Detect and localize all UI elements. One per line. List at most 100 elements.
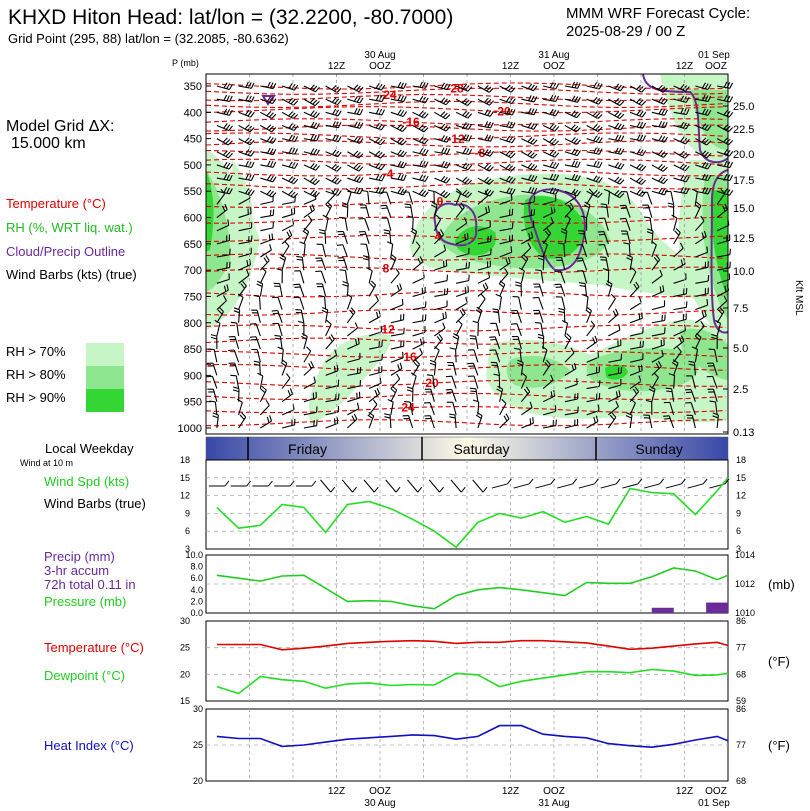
wind-barb-staff	[477, 177, 490, 185]
wind-barb-staff	[673, 318, 687, 324]
wind-barb-flag	[326, 201, 332, 207]
wind-barb-flag	[619, 217, 626, 220]
wind-barb-flag	[511, 188, 516, 195]
wind-barb-flag	[723, 81, 728, 88]
wind-barb-flag	[260, 388, 266, 394]
wind-barb-flag	[537, 257, 544, 261]
wind-barb-flag	[639, 134, 644, 141]
wind-barb-flag	[574, 161, 578, 168]
wind-barb-staff	[543, 98, 556, 102]
wind-barb-flag	[335, 121, 339, 128]
wind-barb-flag	[663, 189, 668, 196]
wind-barb-staff	[581, 257, 588, 271]
wind-barb-flag	[657, 84, 663, 90]
wind-barb-flag	[316, 149, 320, 156]
wind-barb-staff	[299, 270, 305, 284]
wind-barb-staff	[630, 358, 643, 363]
wind-barb-flag	[397, 94, 402, 101]
wind-barb-staff	[712, 389, 718, 402]
wind-barb-flag	[703, 309, 707, 316]
wind-barb-flag	[410, 230, 417, 235]
wind-barb-staff	[347, 358, 361, 363]
wind-barb-flag	[337, 393, 340, 400]
wind-barb-staff	[216, 164, 230, 170]
wind-barb-staff	[303, 98, 316, 107]
wind-barb-flag	[552, 188, 557, 194]
wind-barb-flag	[577, 175, 581, 182]
wind-barb-staff	[499, 124, 513, 129]
wind-barb-flag	[467, 86, 473, 92]
wind-barb-flag	[530, 231, 534, 238]
wind-barb-flag	[685, 388, 692, 391]
wind-barb-staff	[455, 192, 462, 205]
wind-barb-flag	[632, 388, 638, 395]
wind-barb-flag	[358, 217, 365, 220]
surface-wind-barb-flag	[659, 478, 664, 485]
wind-barb-staff	[542, 349, 548, 363]
wind-barb-staff	[608, 395, 621, 403]
wind-barb-flag	[272, 98, 277, 104]
wind-barb-flag	[361, 189, 368, 193]
wind-barb-flag	[313, 122, 318, 129]
wind-barb-staff	[429, 402, 435, 416]
wind-barb-staff	[238, 197, 251, 205]
wind-barb-flag	[641, 191, 648, 194]
wind-barb-staff	[605, 257, 609, 271]
wind-barb-flag	[626, 257, 633, 261]
wind-barb-flag	[446, 391, 453, 394]
wind-barb-flag	[217, 309, 223, 315]
wind-barb-flag	[484, 190, 489, 197]
wind-barb-flag	[250, 111, 255, 118]
wind-barb-flag	[241, 412, 247, 418]
wind-barb-staff	[298, 284, 305, 297]
wind-barb-staff	[281, 85, 295, 91]
wind-barb-flag	[616, 191, 622, 197]
wind-barb-staff	[673, 177, 687, 183]
wind-barb-staff	[629, 317, 643, 324]
wind-barb-flag	[372, 399, 378, 405]
wind-barb-flag	[574, 96, 579, 102]
wind-barb-flag	[378, 123, 383, 130]
rh-key-label: RH > 90%	[6, 390, 66, 405]
wind-barb-staff	[368, 124, 382, 131]
wind-barb-flag	[443, 288, 446, 295]
wind-barb-flag	[468, 365, 475, 367]
wind-ytick-right: 3	[736, 544, 741, 554]
wind-barb-staff	[629, 151, 643, 157]
wind-barb-flag	[223, 285, 227, 292]
wind-barb-staff	[543, 425, 557, 429]
wind-barb-staff	[651, 305, 665, 311]
wind-barb-staff	[277, 323, 283, 337]
wind-barb-staff	[542, 410, 556, 416]
wind-barb-flag	[248, 236, 250, 243]
wind-barb-flag	[510, 323, 518, 325]
wind-barb-flag	[609, 414, 615, 421]
wind-barb-flag	[293, 125, 299, 131]
wind-barb-flag	[359, 138, 364, 144]
wind-barb-flag	[533, 187, 538, 194]
wind-barb-flag	[592, 96, 598, 103]
rh-key-swatch	[86, 343, 124, 366]
wind-barb-flag	[685, 176, 690, 183]
wind-barb-flag	[484, 134, 489, 141]
wind-barb-staff	[279, 336, 283, 350]
wind-barb-staff	[303, 209, 315, 218]
wind-barb-flag	[596, 148, 600, 154]
wind-barb-staff	[499, 403, 507, 416]
grid-point-subtitle: Grid Point (295, 88) lat/lon = (32.2085,…	[8, 31, 289, 46]
wind-barb-flag	[359, 122, 364, 129]
wind-barb-flag	[550, 391, 553, 398]
wind-ytick-left: 15	[180, 473, 190, 483]
wind-barb-staff	[434, 265, 447, 271]
wind-barb-staff	[430, 389, 435, 402]
wind-barb-flag	[660, 97, 666, 104]
wind-barb-flag	[555, 110, 560, 117]
wind-barb-flag	[511, 122, 516, 129]
temperature-contour	[205, 216, 727, 224]
wind-barb-staff	[630, 346, 643, 350]
wind-barb-flag	[554, 126, 560, 132]
wind-barb-staff	[516, 310, 522, 323]
wind-ytick-left: 18	[180, 455, 190, 465]
wind-barb-flag	[497, 385, 503, 390]
wind-barb-staff	[521, 98, 535, 103]
